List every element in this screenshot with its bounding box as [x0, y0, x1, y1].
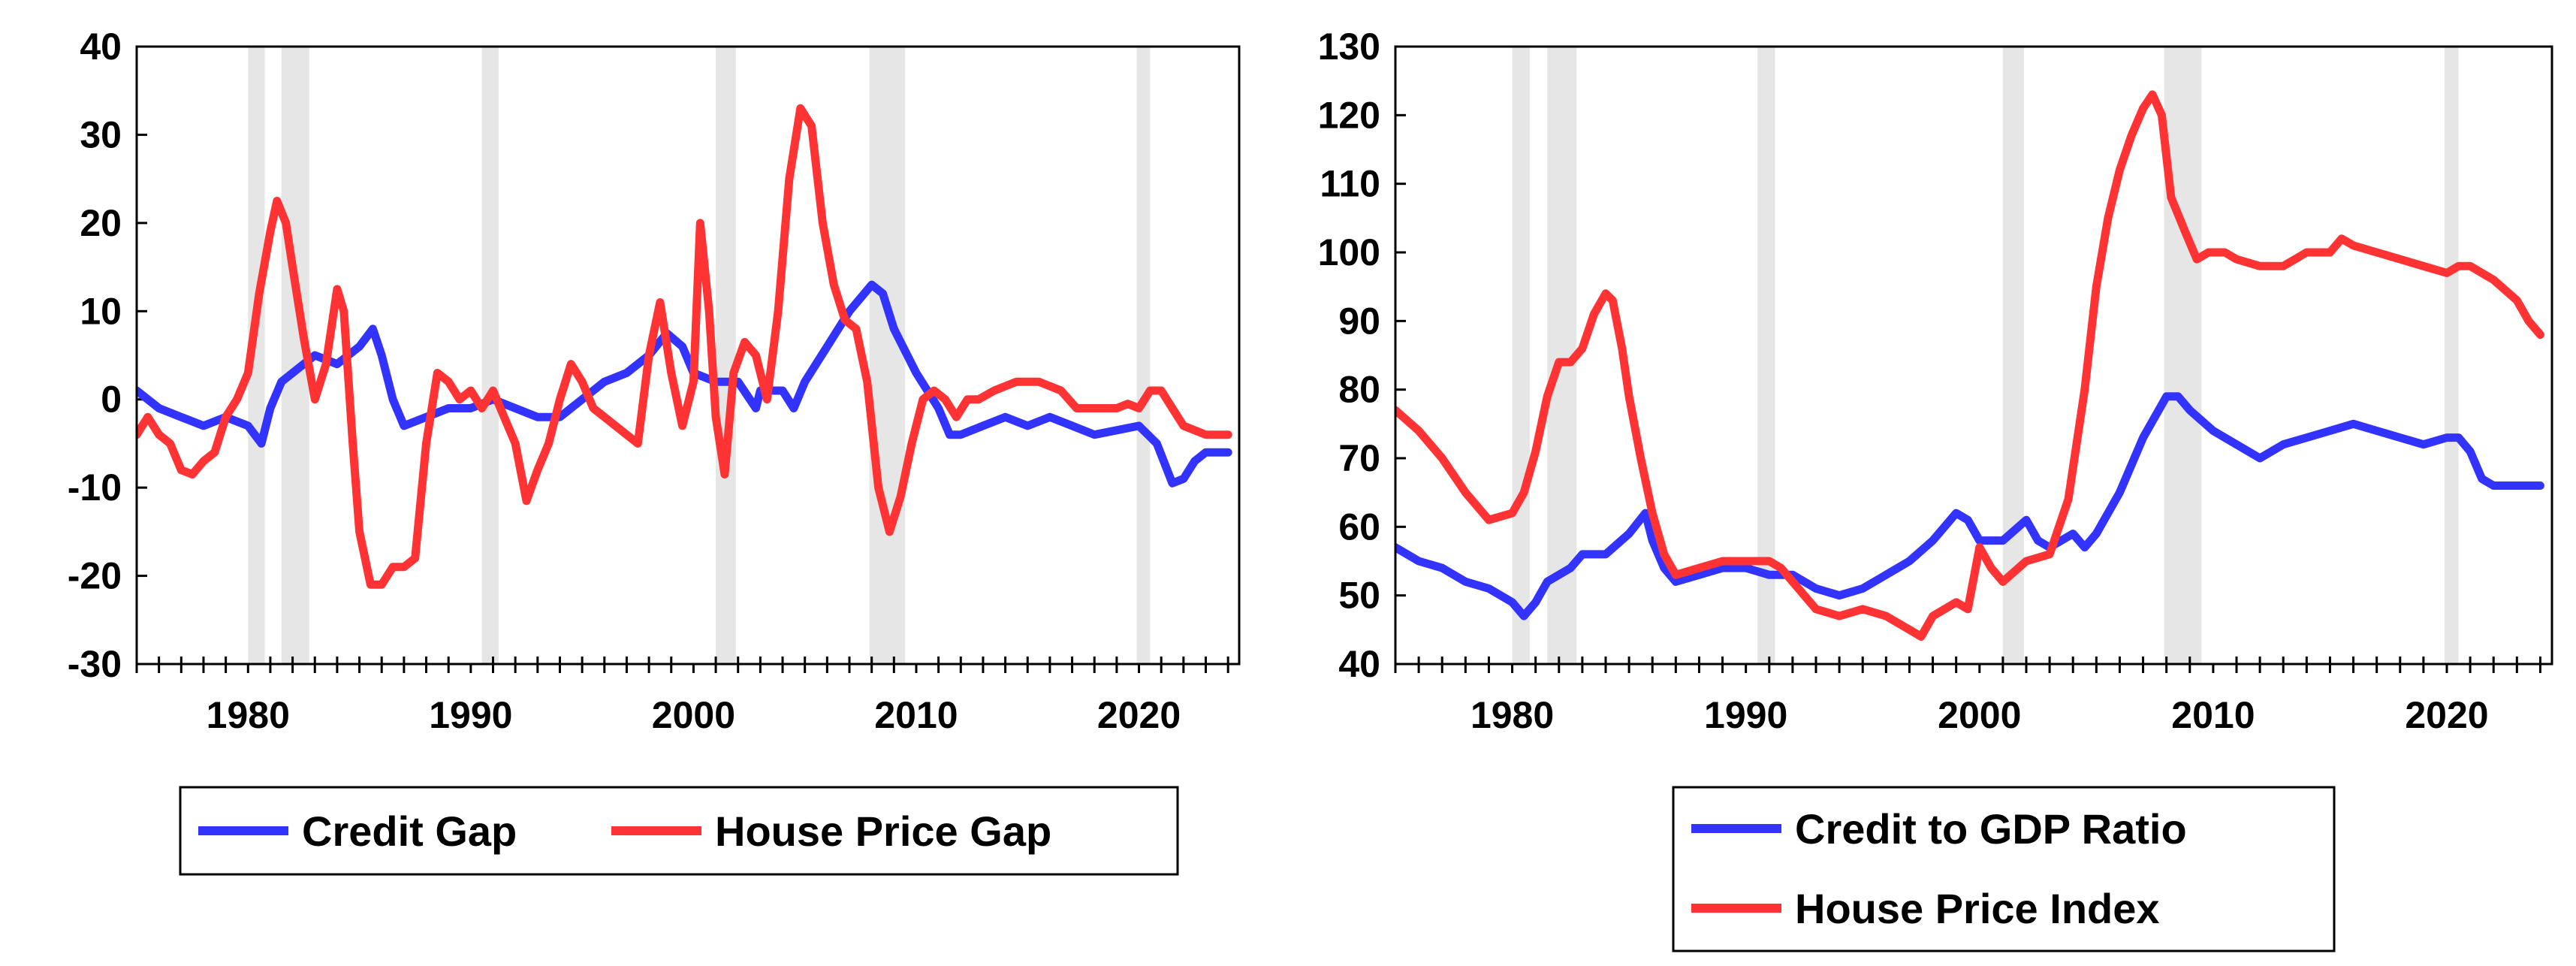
legend: Credit Gap House Price Gap — [179, 786, 1179, 876]
legend-label: Credit Gap — [302, 808, 517, 855]
y-tick-label: -20 — [68, 555, 122, 597]
y-tick-label: 100 — [1318, 231, 1380, 273]
series-line-house-price-index — [1395, 90, 2544, 641]
series-line-house-price-gap — [137, 104, 1232, 589]
y-tick-label: 0 — [101, 379, 122, 421]
y-tick-label: -10 — [68, 466, 122, 509]
recession-band — [2444, 47, 2459, 664]
legend-box — [1672, 786, 2336, 952]
legend-label: House Price Index — [1795, 885, 2160, 932]
recession-band — [716, 47, 736, 664]
y-tick-label: 40 — [1338, 643, 1380, 685]
recession-band — [2164, 47, 2202, 664]
plot-border — [1394, 45, 2553, 666]
y-tick-label: 90 — [1338, 300, 1380, 342]
y-tick-label: 50 — [1338, 575, 1380, 617]
x-tick-label: 2020 — [1097, 694, 1181, 736]
y-tick-label: 40 — [80, 26, 122, 68]
recession-band — [248, 47, 265, 664]
recession-band — [1757, 47, 1775, 664]
y-tick-label: 30 — [80, 113, 122, 155]
recession-band — [1136, 47, 1151, 664]
x-tick-label: 2000 — [652, 694, 735, 736]
x-tick-label: 1990 — [1704, 694, 1787, 736]
y-tick-label: 110 — [1320, 163, 1380, 205]
y-tick-label: 20 — [80, 202, 122, 244]
y-tick-label: 130 — [1318, 26, 1380, 68]
recession-band — [1512, 47, 1530, 664]
x-tick-label: 1980 — [1470, 694, 1554, 736]
recession-band — [481, 47, 499, 664]
x-tick-label: 1990 — [429, 694, 512, 736]
legend-label: Credit to GDP Ratio — [1795, 805, 2187, 853]
recession-band — [869, 47, 906, 664]
y-tick-label: -30 — [68, 643, 122, 685]
x-tick-label: 2020 — [2405, 694, 2488, 736]
x-tick-label: 1980 — [207, 694, 290, 736]
x-tick-label: 2000 — [1938, 694, 2021, 736]
y-tick-label: 10 — [80, 290, 122, 332]
y-tick-label: 120 — [1318, 94, 1380, 136]
x-tick-label: 2010 — [874, 694, 958, 736]
legend: Credit to GDP Ratio House Price Index — [1672, 786, 2336, 952]
y-tick-label: 80 — [1338, 369, 1380, 411]
chart-2: 130 120 110 100 90 80 70 60 50 40 1980 1990 2000 2010… — [1318, 26, 2553, 952]
plot-border — [135, 45, 1241, 666]
series-line-credit-to-gdp-ratio — [1395, 392, 2544, 620]
y-tick-label: 60 — [1338, 506, 1380, 548]
y-tick-label: 70 — [1338, 437, 1380, 479]
x-tick-label: 2010 — [2171, 694, 2255, 736]
legend-label: House Price Gap — [715, 808, 1051, 855]
